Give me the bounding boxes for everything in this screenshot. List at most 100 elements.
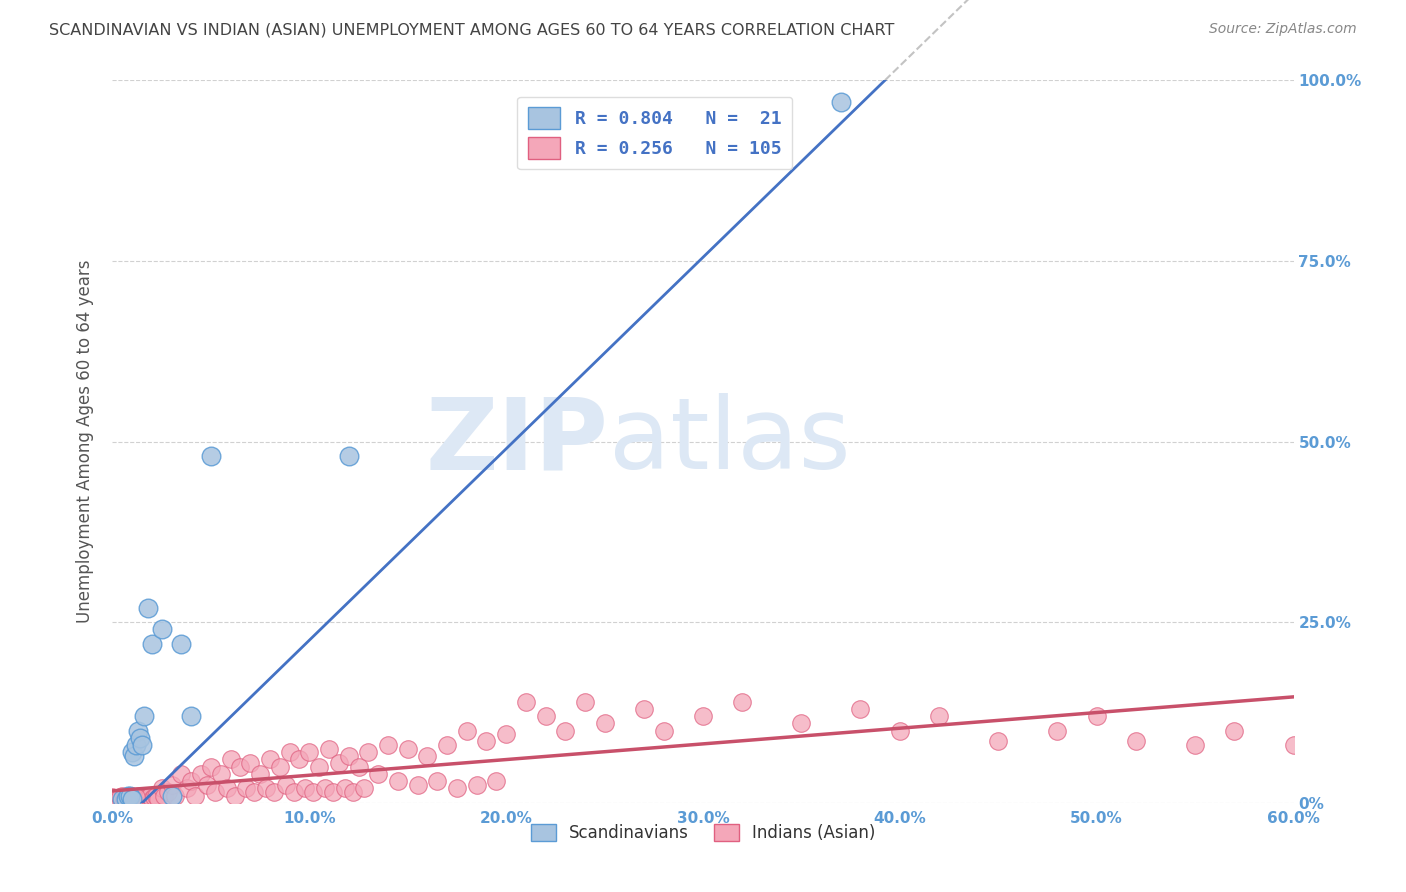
Point [574,695,596,709]
Point [1282,738,1305,752]
Point [314,781,336,796]
Point [209,767,232,781]
Point [152,789,174,803]
Point [107,792,129,806]
Point [146,792,169,806]
Point [121,789,143,803]
Point [145,789,167,803]
Point [274,778,297,792]
Y-axis label: Unemployment Among Ages 60 to 64 years: Unemployment Among Ages 60 to 64 years [76,260,94,624]
Point [110,790,132,805]
Point [200,449,222,463]
Point [176,781,198,796]
Point [342,785,364,799]
Point [117,792,139,806]
Point [465,778,488,792]
Point [115,790,138,805]
Point [337,449,360,463]
Point [141,792,163,806]
Point [633,702,655,716]
Point [322,785,344,799]
Text: Source: ZipAtlas.com: Source: ZipAtlas.com [1209,22,1357,37]
Point [129,792,152,806]
Point [235,781,257,796]
Point [288,752,311,766]
Point [254,781,277,796]
Point [170,767,193,781]
Point [987,734,1010,748]
Point [101,790,124,805]
Text: ZIP: ZIP [426,393,609,490]
Point [131,738,153,752]
Point [485,774,508,789]
Point [278,745,301,759]
Point [333,781,356,796]
Point [132,709,155,723]
Point [125,790,148,805]
Point [243,785,266,799]
Point [111,789,134,803]
Point [692,709,714,723]
Point [127,723,149,738]
Point [204,785,226,799]
Point [105,792,128,806]
Point [122,748,145,763]
Point [142,790,165,805]
Point [436,738,458,752]
Point [229,760,252,774]
Point [889,723,911,738]
Point [318,741,340,756]
Point [160,778,183,792]
Point [367,767,389,781]
Point [387,774,409,789]
Point [215,781,238,796]
Point [180,774,202,789]
Point [139,789,162,803]
Point [160,789,183,803]
Point [131,789,153,803]
Point [112,792,135,806]
Text: SCANDINAVIAN VS INDIAN (ASIAN) UNEMPLOYMENT AMONG AGES 60 TO 64 YEARS CORRELATIO: SCANDINAVIAN VS INDIAN (ASIAN) UNEMPLOYM… [49,22,894,37]
Point [263,785,285,799]
Point [117,790,139,805]
Point [249,767,271,781]
Point [121,790,143,805]
Point [117,789,139,803]
Point [1184,738,1206,752]
Point [731,695,754,709]
Legend: Scandinavians, Indians (Asian): Scandinavians, Indians (Asian) [524,817,882,848]
Point [416,748,439,763]
Point [1046,723,1069,738]
Point [136,790,159,805]
Point [554,723,576,738]
Point [112,792,135,806]
Point [830,95,852,109]
Point [150,781,173,796]
Point [396,741,419,756]
Point [120,789,142,803]
Point [446,781,468,796]
Point [377,738,399,752]
Point [115,792,138,806]
Point [294,781,316,796]
Point [170,637,193,651]
Point [593,716,616,731]
Point [195,778,218,792]
Point [129,731,152,745]
Point [239,756,262,770]
Point [125,738,148,752]
Point [259,752,281,766]
Point [125,790,148,805]
Point [652,723,675,738]
Point [269,760,291,774]
Point [357,745,380,759]
Point [184,789,207,803]
Point [135,792,157,806]
Point [283,785,305,799]
Point [928,709,950,723]
Point [190,767,212,781]
Point [111,792,134,806]
Point [121,745,143,759]
Point [308,760,330,774]
Point [475,734,498,748]
